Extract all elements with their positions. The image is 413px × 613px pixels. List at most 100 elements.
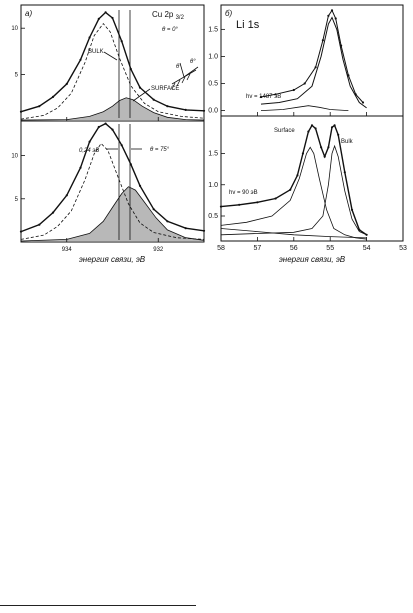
a-top-series-0-point-0 (19, 110, 23, 113)
b-top-series-0-point-1 (274, 93, 277, 96)
a-top-ytick-label-0: 5 (15, 73, 19, 79)
inset-angle: θ° (190, 59, 196, 65)
b-bottom-series-0-point-12 (327, 146, 330, 149)
a-top-series-0-point-6 (97, 17, 100, 20)
theta-bottom-label: θ = 75° (150, 147, 170, 153)
a-bottom-series-2-fill (21, 186, 204, 241)
b-bottom-series-0-point-4 (289, 188, 292, 191)
b-top-series-1 (260, 16, 367, 109)
b-bottom-series-0 (220, 124, 367, 236)
a-top-series-0-point-12 (152, 98, 155, 101)
a-bottom-ytick-label-0: 5 (15, 197, 19, 203)
b-bottom-series-0-point-14 (333, 124, 336, 127)
a-bottom-series-0-point-9 (120, 144, 123, 147)
b-bottom-xtick-label-2: 56 (290, 245, 298, 252)
b-top-series-0-point-7 (330, 9, 334, 12)
panel-a-title: Cu 2p 3/2 (152, 10, 185, 21)
b-bottom-series-0-point-9 (314, 127, 317, 130)
a-top-series-0-point-5 (88, 36, 91, 39)
b-bottom-series-0-point-8 (310, 124, 314, 127)
panel-b-title: Li 1s (236, 19, 260, 31)
a-top-series-2-fill (21, 97, 204, 120)
surface-pointer (132, 88, 151, 102)
a-top-series-0-point-8 (111, 16, 114, 20)
b-bottom-series-0-point-10 (320, 146, 323, 149)
a-bottom-series-0-point-1 (38, 223, 41, 226)
a-top-series-0-point-4 (79, 58, 82, 61)
panel-a: 5 10 5 10 934 932 а) Cu 2p 3/2 θ = 0° BULK S… (11, 4, 206, 264)
a-bottom-series-0-point-13 (166, 220, 169, 223)
a-bottom-series-0-point-8 (111, 128, 114, 131)
panel-a-top-plot: 5 10 (11, 11, 206, 121)
sample-geometry-icon: θ θ° (171, 59, 199, 90)
b-bottom-series-3 (220, 228, 367, 239)
panel-b-bottom-plot: 0.5 1.0 1.5 58 57 56 55 54 53 (208, 124, 407, 252)
a-bottom-series-0-point-6 (97, 125, 100, 129)
surface-peak-label: Surface (274, 128, 295, 134)
a-top-series-1 (20, 22, 205, 120)
b-bottom-series-0-point-0 (219, 205, 223, 208)
b-top-series-0-point-8 (334, 17, 337, 20)
b-bottom-series-1 (220, 146, 367, 240)
a-bottom-series-0-point-7 (104, 122, 107, 125)
b-bottom-series-0-point-13 (330, 126, 334, 129)
a-bottom-series-0-point-0 (19, 230, 23, 233)
b-bottom-xtick-label-0: 58 (217, 245, 225, 252)
b-top-ytick-label-0: 0.0 (208, 108, 218, 115)
bulk-peak-label: Bulk (341, 139, 354, 145)
a-top-series-0-point-13 (166, 105, 169, 108)
a-bottom-series-0-point-15 (202, 229, 206, 232)
a-bottom-ytick-label-1: 10 (11, 154, 18, 160)
b-top-series-0-point-3 (303, 82, 306, 85)
b-top-ytick-label-1: 0.5 (208, 81, 218, 88)
a-bottom-series-0-point-11 (138, 184, 142, 187)
a-top-series-0-point-11 (138, 86, 142, 89)
shift-label: 0,24 эВ (79, 148, 99, 154)
b-bottom-series-0-point-11 (323, 155, 326, 158)
theta-top-label: θ = 0° (162, 27, 178, 33)
b-bottom-xtick-label-4: 54 (363, 245, 371, 252)
b-bottom-series-0-point-6 (301, 152, 304, 155)
b-bottom-ytick-label-1: 1.0 (208, 182, 218, 189)
hv-bottom-label: hv = 90 эВ (229, 190, 258, 196)
b-bottom-xtick-label-3: 55 (326, 245, 334, 252)
b-bottom-ytick-label-0: 0.5 (208, 213, 218, 220)
panel-b: 0.0 0.5 1.0 1.5 0.5 1.0 1.5 58 57 56 55 54 53 б) Li… (208, 4, 407, 264)
panel-a-title-sub: 3/2 (176, 15, 185, 21)
b-top-series-0-point-2 (292, 88, 295, 92)
a-top-series-0 (20, 11, 205, 113)
a-bottom-series-0-point-4 (79, 166, 82, 169)
b-bottom-xtick-label-5: 53 (399, 245, 407, 252)
a-top-ytick-label-1: 10 (11, 26, 18, 32)
a-top-series-0-point-3 (65, 82, 68, 85)
a-top-series-0-point-15 (202, 109, 206, 112)
panel-b-frame (220, 4, 404, 242)
b-top-series-2 (260, 105, 349, 111)
b-top-series-0-point-0 (259, 95, 263, 99)
a-top-series-0-point-9 (120, 40, 123, 43)
b-top-ytick-label-3: 1.5 (208, 26, 218, 33)
b-bottom-series-0-point-2 (256, 201, 259, 204)
a-bottom-xtick-label-0: 934 (62, 247, 73, 253)
panel-a-frame (20, 4, 205, 243)
b-top-series-0-point-5 (321, 39, 324, 42)
a-top-series-0-point-7 (104, 11, 107, 14)
b-bottom-xtick-label-1: 57 (254, 245, 262, 252)
a-bottom-series-0-point-12 (152, 208, 155, 211)
a-bottom-xtick-label-1: 932 (153, 247, 164, 253)
bulk-pointer (103, 51, 118, 61)
panel-b-xlabel: энергия связи, эВ (279, 255, 346, 264)
panel-a-bottom-plot: 5 10 934 932 (11, 122, 206, 253)
b-bottom-series-0-point-7 (307, 130, 310, 133)
a-bottom-series-0-point-2 (51, 211, 55, 214)
panel-b-letter: б) (225, 9, 233, 18)
a-bottom-series-0-point-5 (88, 140, 91, 143)
panel-a-letter: а) (25, 9, 32, 18)
a-bottom-series-1 (20, 142, 205, 240)
panel-a-title-main: Cu 2p (152, 10, 174, 19)
b-top-series-0-point-12 (361, 101, 365, 104)
hv-top-label: hv = 1487 эВ (246, 94, 281, 100)
surface-label: SURFACE (151, 86, 179, 92)
b-bottom-ytick-label-2: 1.5 (208, 151, 218, 158)
